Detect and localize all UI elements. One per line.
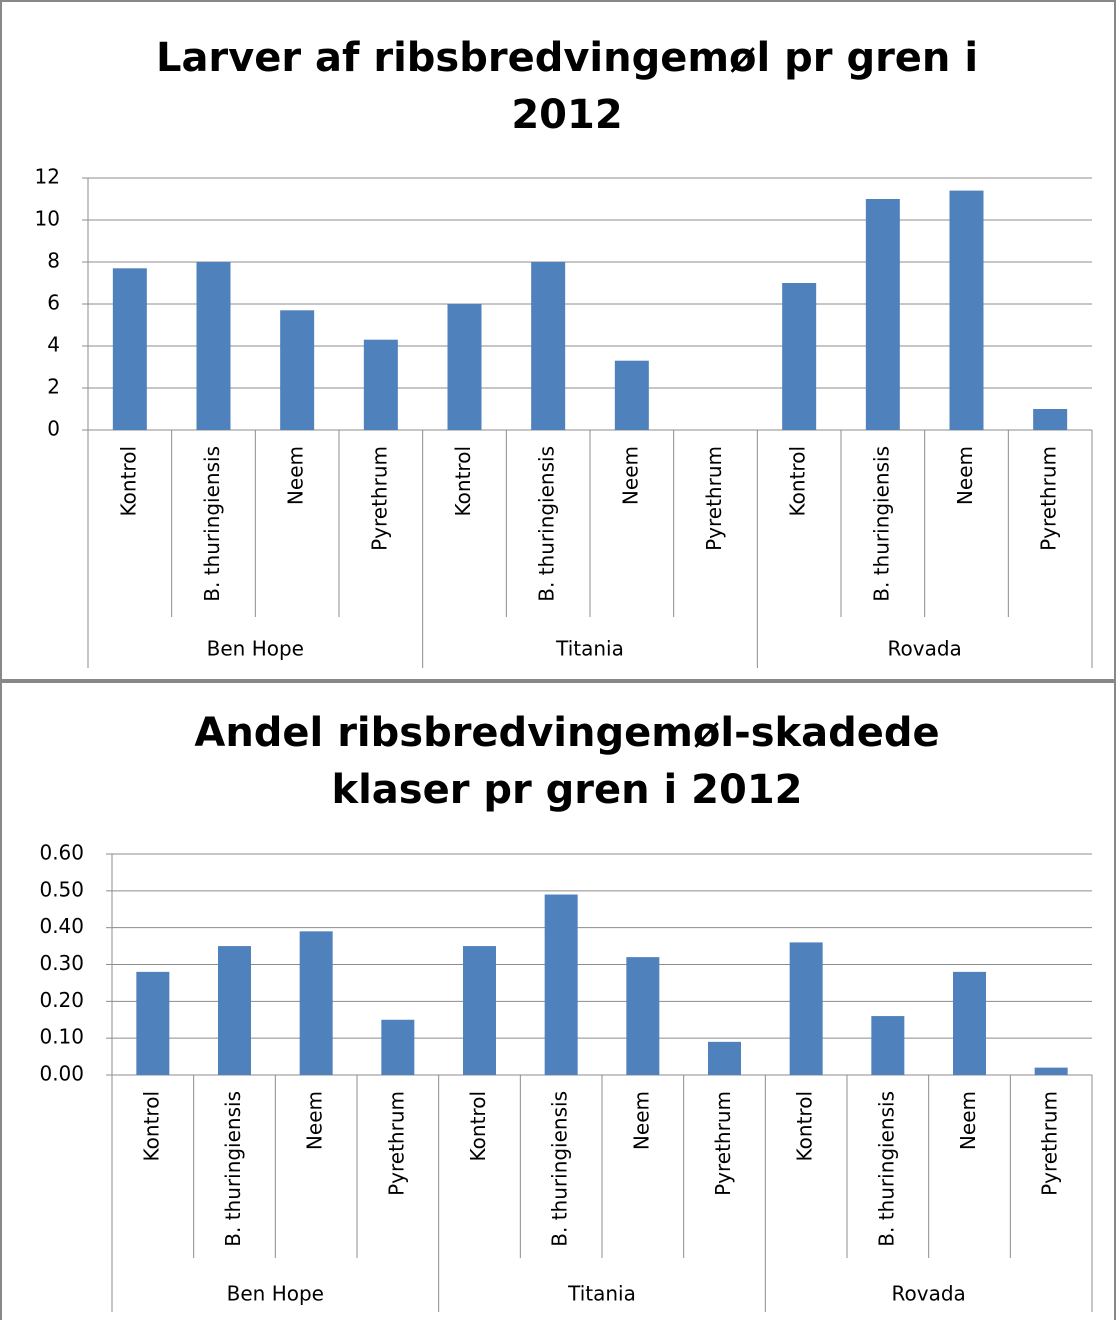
x-tick-label: Pyrethrum <box>1037 446 1061 551</box>
chart-title: Larver af ribsbredvingemøl pr gren i <box>156 35 978 81</box>
bar <box>463 946 496 1075</box>
bar <box>865 199 900 430</box>
y-tick-label: 0.60 <box>39 841 84 865</box>
x-tick-label: B. thuringiensis <box>548 1091 572 1247</box>
bar <box>299 931 333 1075</box>
bar <box>363 339 398 430</box>
group-label: Rovada <box>892 1282 966 1306</box>
bar <box>544 894 578 1075</box>
x-tick-label: Neem <box>618 446 642 505</box>
x-tick-label: B. thuringiensis <box>869 446 893 602</box>
x-tick-label: Neem <box>284 446 308 505</box>
group-label: Ben Hope <box>207 637 304 661</box>
y-tick-label: 12 <box>35 165 60 189</box>
x-tick-label: Kontrol <box>793 1091 817 1161</box>
bar <box>708 1041 741 1075</box>
group-label: Ben Hope <box>227 1282 324 1306</box>
y-tick-label: 0 <box>47 417 60 441</box>
y-tick-label: 2 <box>47 375 60 399</box>
chart-title: klaser pr gren i 2012 <box>331 767 802 813</box>
x-tick-label: B. thuringiensis <box>874 1091 898 1247</box>
chart-title: 2012 <box>511 92 622 138</box>
y-tick-label: 0.30 <box>39 951 84 975</box>
bar <box>280 310 315 430</box>
bar <box>949 190 984 430</box>
x-tick-label: Pyrethrum <box>384 1091 408 1196</box>
x-tick-label: Kontrol <box>451 446 475 516</box>
y-tick-label: 6 <box>47 291 60 315</box>
y-tick-label: 8 <box>47 249 60 273</box>
x-tick-label: Neem <box>956 1091 980 1150</box>
bar <box>381 1019 415 1075</box>
bar <box>1033 409 1068 430</box>
bar <box>531 262 566 430</box>
x-tick-label: Kontrol <box>116 446 140 516</box>
x-tick-label: B. thuringiensis <box>535 446 559 602</box>
bar <box>782 283 817 430</box>
x-tick-label: B. thuringiensis <box>221 1091 245 1247</box>
x-tick-label: Pyrethrum <box>702 446 726 551</box>
group-label: Rovada <box>888 637 962 661</box>
x-tick-label: Neem <box>303 1091 327 1150</box>
bar <box>1034 1067 1068 1075</box>
x-tick-label: Pyrethrum <box>367 446 391 551</box>
y-tick-label: 0.20 <box>39 988 84 1012</box>
bar <box>626 957 660 1075</box>
bar <box>112 268 147 430</box>
bar <box>447 304 482 430</box>
bar <box>871 1016 905 1075</box>
bar <box>218 946 251 1075</box>
y-tick-label: 0.10 <box>39 1025 84 1049</box>
bar <box>614 360 649 430</box>
x-tick-label: Pyrethrum <box>711 1091 735 1196</box>
y-tick-label: 10 <box>35 207 60 231</box>
x-tick-label: Neem <box>953 446 977 505</box>
bar <box>789 942 823 1075</box>
y-tick-label: 0.00 <box>39 1062 84 1086</box>
y-tick-label: 0.40 <box>39 914 84 938</box>
x-tick-label: Kontrol <box>466 1091 490 1161</box>
chart-title: Andel ribsbredvingemøl-skadede <box>194 710 939 756</box>
x-tick-label: B. thuringiensis <box>200 446 224 602</box>
group-label: Titania <box>555 637 624 661</box>
x-tick-label: Pyrethrum <box>1038 1091 1062 1196</box>
x-tick-label: Kontrol <box>786 446 810 516</box>
y-tick-label: 4 <box>47 333 60 357</box>
bar <box>136 971 170 1075</box>
group-label: Titania <box>567 1282 636 1306</box>
x-tick-label: Neem <box>629 1091 653 1150</box>
bar <box>953 971 986 1075</box>
x-tick-label: Kontrol <box>139 1091 163 1161</box>
bar <box>196 262 231 430</box>
y-tick-label: 0.50 <box>39 877 84 901</box>
